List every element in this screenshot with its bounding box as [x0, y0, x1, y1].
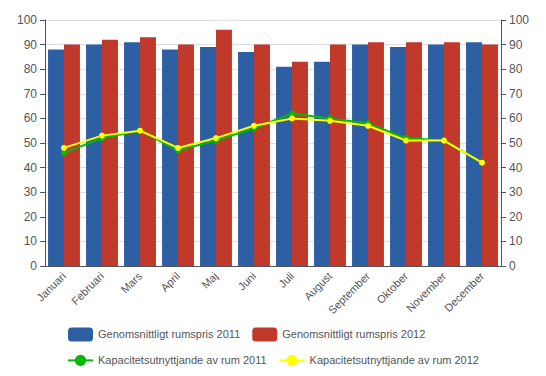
svg-text:100: 100	[17, 13, 37, 27]
svg-text:90: 90	[509, 38, 523, 52]
svg-text:September: September	[326, 270, 373, 317]
svg-text:70: 70	[509, 87, 523, 101]
svg-text:Juli: Juli	[276, 270, 296, 290]
svg-text:10: 10	[509, 234, 523, 248]
svg-text:Januari: Januari	[34, 270, 68, 304]
svg-text:Kapacitetsutnyttjande av rum 2: Kapacitetsutnyttjande av rum 2011	[98, 354, 267, 366]
svg-text:Kapacitetsutnyttjande av rum 2: Kapacitetsutnyttjande av rum 2012	[310, 354, 479, 366]
svg-text:80: 80	[24, 62, 38, 76]
svg-text:30: 30	[24, 185, 38, 199]
svg-text:Juni: Juni	[236, 270, 259, 293]
svg-text:Mars: Mars	[118, 269, 144, 295]
svg-text:Genomsnittligt rumspris 2012: Genomsnittligt rumspris 2012	[282, 328, 425, 340]
svg-text:Februari: Februari	[69, 270, 106, 307]
svg-text:April: April	[158, 270, 182, 294]
svg-text:August: August	[302, 270, 335, 303]
svg-text:30: 30	[509, 185, 523, 199]
svg-text:November: November	[404, 270, 449, 315]
svg-text:100: 100	[509, 13, 529, 27]
svg-text:20: 20	[509, 210, 523, 224]
svg-text:December: December	[442, 270, 487, 315]
svg-text:0: 0	[509, 259, 516, 273]
svg-text:50: 50	[24, 136, 38, 150]
svg-text:40: 40	[509, 161, 523, 175]
svg-text:20: 20	[24, 210, 38, 224]
svg-text:10: 10	[24, 234, 38, 248]
svg-text:0: 0	[30, 259, 37, 273]
svg-text:90: 90	[24, 38, 38, 52]
svg-text:Oktober: Oktober	[374, 270, 410, 306]
svg-text:40: 40	[24, 161, 38, 175]
svg-text:70: 70	[24, 87, 38, 101]
svg-text:80: 80	[509, 62, 523, 76]
svg-text:Maj: Maj	[199, 270, 220, 291]
svg-text:Genomsnittligt rumspris 2011: Genomsnittligt rumspris 2011	[98, 328, 240, 340]
svg-text:60: 60	[509, 111, 523, 125]
svg-text:50: 50	[509, 136, 523, 150]
svg-text:60: 60	[24, 111, 38, 125]
